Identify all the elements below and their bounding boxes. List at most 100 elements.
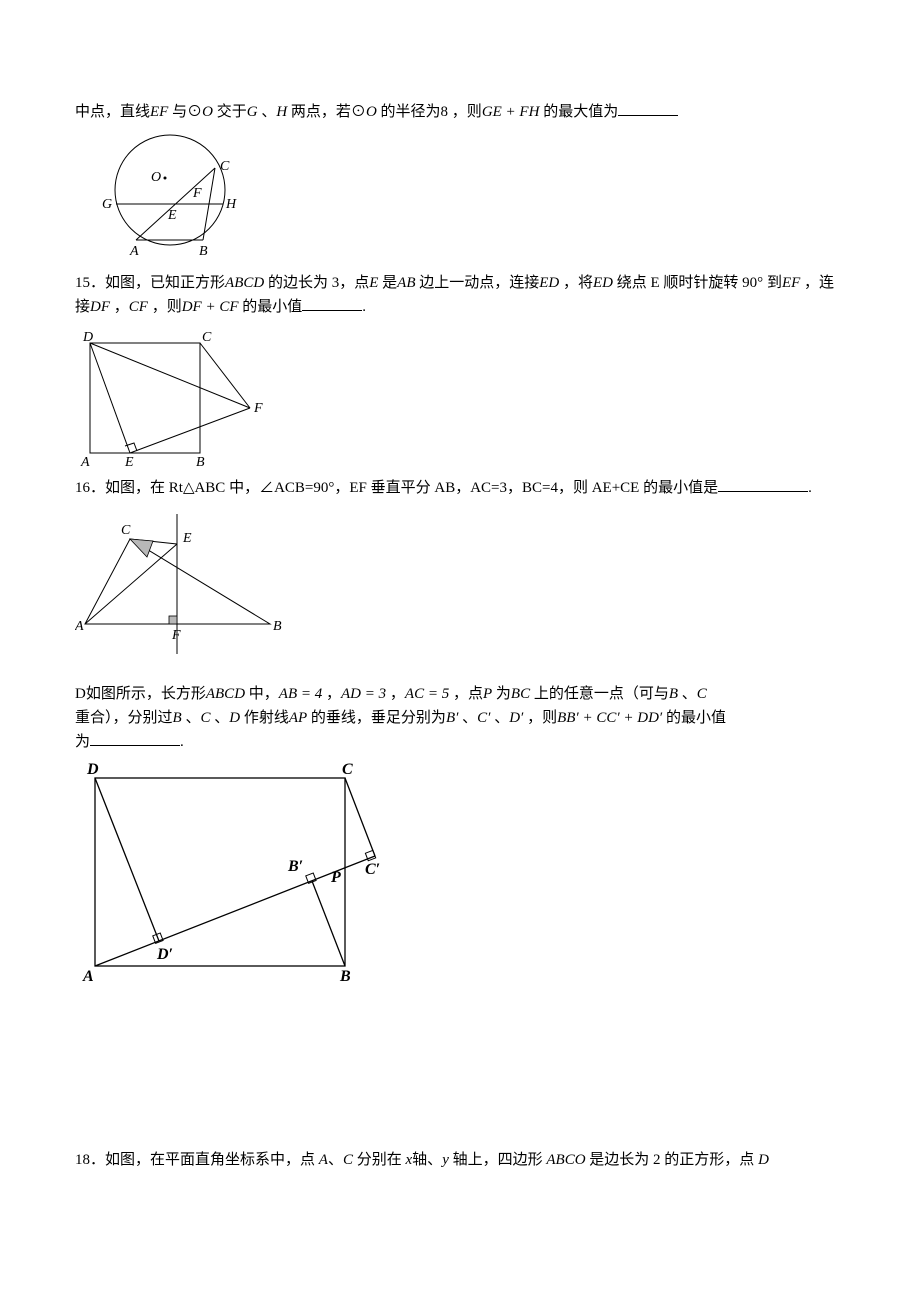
fig15-svg: D C A E B F bbox=[75, 323, 285, 468]
t: 分别在 bbox=[357, 1152, 402, 1168]
v: B bbox=[669, 686, 678, 702]
v: E bbox=[369, 275, 378, 291]
blank bbox=[618, 100, 678, 116]
t: 作射线 bbox=[244, 710, 289, 726]
v: ABCD bbox=[206, 686, 245, 702]
v: BC bbox=[511, 686, 530, 702]
v: ABCO bbox=[546, 1152, 585, 1168]
t: 如图，已知正方形 bbox=[105, 275, 225, 291]
t: 、 bbox=[682, 686, 697, 702]
v: C bbox=[697, 686, 707, 702]
qn: 15． bbox=[75, 275, 105, 291]
t: ，将 bbox=[563, 275, 593, 291]
var-g: G bbox=[247, 104, 258, 120]
t: 、 bbox=[214, 710, 229, 726]
t: 绕点 E 顺时针旋转 90° bbox=[617, 275, 763, 291]
fig14: O C G H E F A B bbox=[75, 128, 845, 263]
v: CF bbox=[129, 299, 148, 315]
t: 如图，在 Rt△ABC 中，∠ACB=90°，EF 垂直平分 AB，AC=3，B… bbox=[105, 480, 718, 496]
v: y bbox=[442, 1152, 449, 1168]
lbl-F: F bbox=[171, 628, 181, 643]
q16: 16．如图，在 Rt△ABC 中，∠ACB=90°，EF 垂直平分 AB，AC=… bbox=[75, 476, 845, 664]
v: P bbox=[483, 686, 492, 702]
q14-text: 中点，直线EF 与⊙O 交于G 、H 两点，若⊙O 的半径为8 ，则GE + F… bbox=[75, 100, 845, 124]
lbl-A: A bbox=[129, 244, 139, 259]
lbl-Cp: C′ bbox=[365, 861, 380, 878]
var-o: O bbox=[202, 104, 213, 120]
txt: ，则 bbox=[452, 104, 482, 120]
lbl-Dp: D′ bbox=[156, 946, 173, 963]
fig17-svg: D C A B B′ C′ P D′ bbox=[75, 758, 385, 988]
t: . bbox=[180, 734, 184, 750]
v: C bbox=[200, 710, 210, 726]
t: 的边长为 3，点 bbox=[268, 275, 369, 291]
fig17: D C A B B′ C′ P D′ bbox=[75, 758, 845, 988]
lbl-P: P bbox=[330, 869, 341, 886]
t: 边上一动点，连接 bbox=[419, 275, 539, 291]
v: DF bbox=[90, 299, 110, 315]
blank bbox=[90, 730, 180, 746]
v: A bbox=[319, 1152, 328, 1168]
lbl-C: C bbox=[121, 523, 131, 538]
q18: 18．如图，在平面直角坐标系中，点 A、C 分别在 x轴、y 轴上，四边形 AB… bbox=[75, 1148, 845, 1172]
fig14-svg: O C G H E F A B bbox=[75, 128, 270, 263]
q14-tail: 中点，直线EF 与⊙O 交于G 、H 两点，若⊙O 的半径为8 ，则GE + F… bbox=[75, 100, 845, 263]
q15-text: 15．如图，已知正方形ABCD 的边长为 3，点E 是AB 边上一动点，连接ED… bbox=[75, 271, 845, 319]
lbl-H: H bbox=[225, 197, 237, 212]
t: 的垂线，垂足分别为 bbox=[311, 710, 446, 726]
var-h: H bbox=[276, 104, 287, 120]
t: 上的任意一点（可与 bbox=[534, 686, 669, 702]
lbl-C: C bbox=[342, 761, 353, 778]
t: 是边长为 2 的正方形，点 bbox=[589, 1152, 754, 1168]
t: ， bbox=[390, 686, 405, 702]
page: 中点，直线EF 与⊙O 交于G 、H 两点，若⊙O 的半径为8 ，则GE + F… bbox=[0, 0, 920, 1220]
t: ，点 bbox=[453, 686, 483, 702]
v: B′ bbox=[446, 710, 458, 726]
q17: D如图所示，长方形ABCD 中，AB = 4 ，AD = 3 ，AC = 5 ，… bbox=[75, 682, 845, 988]
qn: 16． bbox=[75, 480, 105, 496]
t: 、 bbox=[328, 1152, 343, 1168]
t: 重合），分别过 bbox=[75, 710, 173, 726]
fig16: C E A F B bbox=[75, 504, 845, 664]
v: AD = 3 bbox=[341, 686, 386, 702]
lbl-B: B bbox=[199, 244, 208, 259]
lbl-D: D bbox=[86, 761, 99, 778]
v: D′ bbox=[509, 710, 523, 726]
t: 轴上，四边形 bbox=[453, 1152, 543, 1168]
txt: 交于 bbox=[217, 104, 247, 120]
var-ef: EF bbox=[150, 104, 168, 120]
blank bbox=[718, 476, 808, 492]
v: ABCD bbox=[225, 275, 264, 291]
expr: BB′ + CC′ + DD′ bbox=[557, 710, 662, 726]
t: 为 bbox=[496, 686, 511, 702]
v: AB bbox=[397, 275, 415, 291]
lbl-B: B bbox=[196, 455, 205, 468]
expr: DF + CF bbox=[182, 299, 239, 315]
lbl-G: G bbox=[102, 197, 112, 212]
lbl-F: F bbox=[253, 401, 263, 416]
q17-text: D如图所示，长方形ABCD 中，AB = 4 ，AD = 3 ，AC = 5 ，… bbox=[75, 682, 845, 754]
lbl-B: B bbox=[273, 619, 282, 634]
lbl-C: C bbox=[202, 330, 212, 345]
t: 到 bbox=[767, 275, 782, 291]
t: . bbox=[362, 299, 366, 315]
t: ， bbox=[114, 299, 129, 315]
lbl-C: C bbox=[220, 159, 230, 174]
txt: 的半径为 bbox=[381, 104, 441, 120]
t: 轴、 bbox=[412, 1152, 442, 1168]
t: 中， bbox=[249, 686, 279, 702]
v: C bbox=[343, 1152, 353, 1168]
v: D bbox=[758, 1152, 769, 1168]
txt: 与⊙ bbox=[172, 104, 202, 120]
v: EF bbox=[782, 275, 800, 291]
lbl-E: E bbox=[182, 531, 192, 546]
radius-val: 8 bbox=[441, 104, 449, 120]
txt: 、 bbox=[261, 104, 276, 120]
q16-text: 16．如图，在 Rt△ABC 中，∠ACB=90°，EF 垂直平分 AB，AC=… bbox=[75, 476, 845, 500]
lbl-D: D bbox=[82, 330, 93, 345]
txt: 两点，若⊙ bbox=[291, 104, 366, 120]
qn: 18． bbox=[75, 1152, 105, 1168]
expr: GE + FH bbox=[482, 104, 540, 120]
v: AB = 4 bbox=[279, 686, 322, 702]
lbl-A: A bbox=[82, 968, 94, 985]
